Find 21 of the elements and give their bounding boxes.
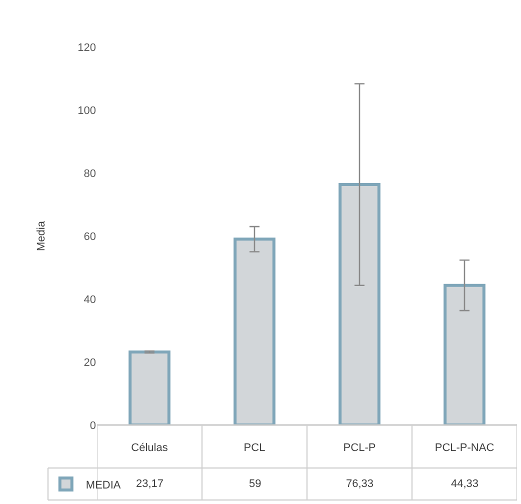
data-label: 44,33 <box>451 478 479 490</box>
data-label: 23,17 <box>136 478 164 490</box>
y-tick-label: 80 <box>84 168 96 180</box>
x-tick-label: PCL-P-NAC <box>434 442 494 454</box>
y-tick-label: 60 <box>84 230 96 243</box>
y-tick-label: 40 <box>84 294 96 306</box>
y-tick-label: 120 <box>78 42 96 54</box>
bar <box>234 238 276 425</box>
data-label: 59 <box>249 478 262 490</box>
bar <box>338 183 380 425</box>
y-tick-label: 0 <box>90 420 96 432</box>
x-tick-label: PCL <box>244 442 266 454</box>
data-label: 76,33 <box>346 478 374 490</box>
legend-label: MEDIA <box>86 479 122 492</box>
y-tick-label: 100 <box>78 104 96 117</box>
y-tick-label: 20 <box>84 356 96 369</box>
bar <box>128 350 170 425</box>
y-axis-title: Media <box>35 220 48 251</box>
bar <box>444 284 486 425</box>
x-tick-label: Células <box>131 442 168 454</box>
x-tick-label: PCL-P <box>343 442 376 454</box>
